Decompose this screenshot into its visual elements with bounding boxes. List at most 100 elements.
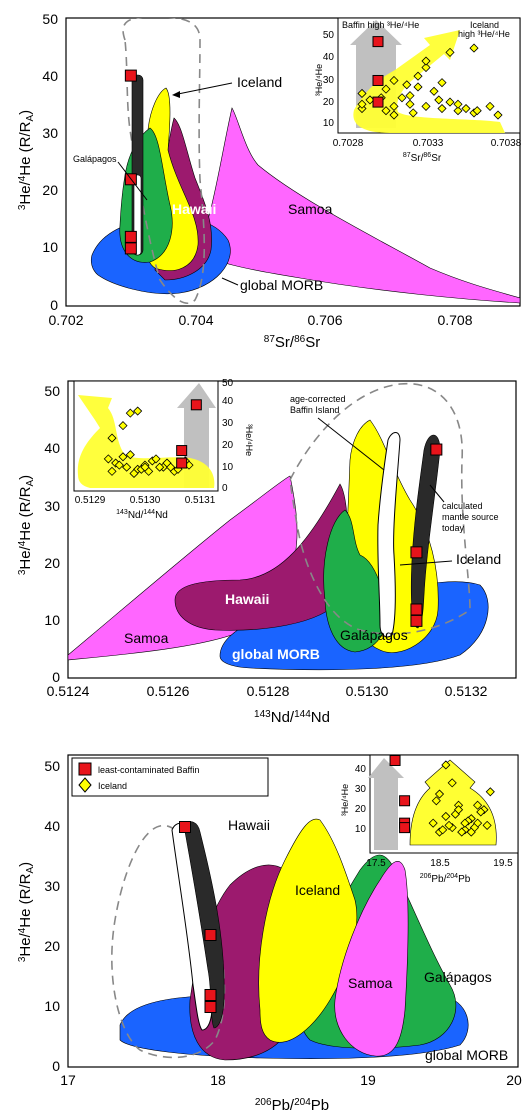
plot-frame-sr <box>65 17 521 307</box>
inset-iceland-point <box>429 86 439 96</box>
inset-iceland-point <box>413 82 423 92</box>
baffin-point <box>204 929 217 941</box>
ytick: 10 <box>44 612 60 628</box>
inset-baffin-point <box>372 96 384 108</box>
legend-marker-baffin <box>78 762 92 776</box>
xtick: 19 <box>360 1072 376 1088</box>
age-corrected-arrow <box>317 417 385 471</box>
inset-iceland-point <box>151 454 161 464</box>
inset-nd: 0.5129 0.5130 0.5131 143Nd/144Nd 0 10 20… <box>73 378 254 521</box>
inset-baffin-point <box>389 754 401 766</box>
inset-iceland-point <box>125 408 135 418</box>
inset-xtick: 18.5 <box>430 858 450 869</box>
inset-iceland-point <box>453 805 464 815</box>
xticks-sr: 0.702 0.704 0.706 0.708 <box>48 312 472 328</box>
baffin-points-pb <box>179 821 217 1013</box>
baffin-point <box>179 821 191 833</box>
inset-xtick: 19.5 <box>493 858 513 869</box>
ytick: 40 <box>44 818 60 834</box>
field-label-hawaii-nd: Hawaii <box>225 591 269 607</box>
inset-yticks-sr: 10 20 30 40 50 <box>323 30 335 129</box>
inset-iceland-point <box>389 75 399 86</box>
inset-points-nd <box>103 399 202 479</box>
xlabel-nd: 143Nd/144Nd <box>254 709 330 726</box>
legend-pb: least-contaminated Baffin Iceland <box>71 757 269 797</box>
iceland-arrowhead-sr <box>172 91 180 98</box>
xtick: 0.708 <box>437 312 472 328</box>
xtick: 0.5128 <box>247 683 290 699</box>
inset-label-iceland-1-sr: Iceland <box>470 20 499 30</box>
inset-iceland-point <box>453 99 463 109</box>
inset-xlabel-pb: 206Pb/204Pb <box>420 873 471 885</box>
inset-xtick: 0.5131 <box>185 495 216 506</box>
xtick: 17 <box>60 1072 76 1088</box>
xticks-pb: 17 18 19 20 <box>60 1072 522 1088</box>
field-label-samoa-nd: Samoa <box>124 630 169 646</box>
inset-iceland-point <box>118 421 128 431</box>
galapagos-arrow-sr <box>117 161 148 201</box>
field-label-morb-pb: global MORB <box>425 1047 508 1063</box>
field-label-galapagos-nd: Galápagos <box>340 627 408 643</box>
yticks-pb: 0 10 20 30 40 50 <box>44 758 60 1074</box>
inset-ytick: 10 <box>323 118 335 129</box>
inset-pb: 10 20 30 40 ³He/⁴He 17.5 18.5 19.5 206Pb… <box>340 754 519 885</box>
ytick: 50 <box>44 758 60 774</box>
inset-iceland-point <box>421 56 431 66</box>
inset-ytick: 40 <box>222 396 234 407</box>
inset-iceland-point <box>421 62 431 73</box>
xlabel-pb: 206Pb/204Pb <box>255 1097 329 1114</box>
inset-iceland-point <box>445 97 455 107</box>
ytick: 30 <box>42 125 58 141</box>
inset-iceland-point <box>473 800 483 810</box>
baffin-point <box>204 1001 217 1013</box>
baffin-band-white-nd <box>377 432 401 638</box>
field-label-morb-nd: global MORB <box>232 646 320 662</box>
inset-yticks-nd: 0 10 20 30 40 50 <box>222 378 234 494</box>
inset-ytick: 0 <box>222 483 228 494</box>
inset-iceland-point <box>122 462 132 472</box>
morb-arrow-sr <box>221 277 239 286</box>
inset-ytick: 20 <box>323 97 335 108</box>
inset-iceland-point <box>389 101 399 111</box>
inset-iceland-point <box>438 825 448 835</box>
inset-baffin-point <box>176 445 188 457</box>
ytick: 50 <box>44 383 60 399</box>
ylabel-sr: 3He/4He (R/RA) <box>17 110 36 210</box>
inset-label-baffin-sr: Baffin high ³He/⁴He <box>342 20 419 30</box>
inset-ytick: 50 <box>323 30 335 41</box>
field-iceland-pb <box>258 818 358 1043</box>
xtick: 0.5130 <box>346 683 389 699</box>
inset-iceland-point <box>357 99 367 109</box>
inset-xlabel-sr: 87Sr/86Sr <box>403 152 442 164</box>
ytick: 20 <box>44 938 60 954</box>
inset-iceland-point <box>129 468 139 479</box>
inset-iceland-point <box>434 789 445 799</box>
inset-iceland-point <box>381 84 391 94</box>
ytick: 0 <box>52 1058 60 1074</box>
field-label-hawaii-sr: Hawaii <box>172 201 216 217</box>
plot-frame-pb <box>67 754 519 1068</box>
inset-baffin-point <box>399 795 411 807</box>
inset-label-iceland-2-sr: high ³He/⁴He <box>458 29 510 39</box>
xtick: 18 <box>210 1072 226 1088</box>
inset-iceland-point <box>405 91 415 101</box>
inset-iceland-point <box>472 106 482 116</box>
legend-label-baffin: least-contaminated Baffin <box>98 765 199 775</box>
inset-iceland-point <box>413 71 423 81</box>
xtick: 0.5124 <box>47 683 90 699</box>
inset-points-pb <box>389 754 495 837</box>
dashed-outline-nd <box>289 382 471 635</box>
inset-iceland-point <box>457 827 467 837</box>
inset-ytick: 10 <box>222 462 234 473</box>
inset-baffin-point <box>372 74 384 86</box>
baffin-point <box>124 230 137 243</box>
inset-xtick: 0.7033 <box>413 138 444 149</box>
inset-iceland-point <box>166 462 176 472</box>
inset-iceland-point <box>434 95 444 105</box>
inset-iceland-point <box>389 110 399 120</box>
yticks-nd: 0 10 20 30 40 50 <box>44 383 60 685</box>
inset-iceland-point <box>107 466 117 476</box>
inset-yticks-pb: 10 20 30 40 <box>355 764 367 835</box>
xtick: 0.702 <box>48 312 83 328</box>
